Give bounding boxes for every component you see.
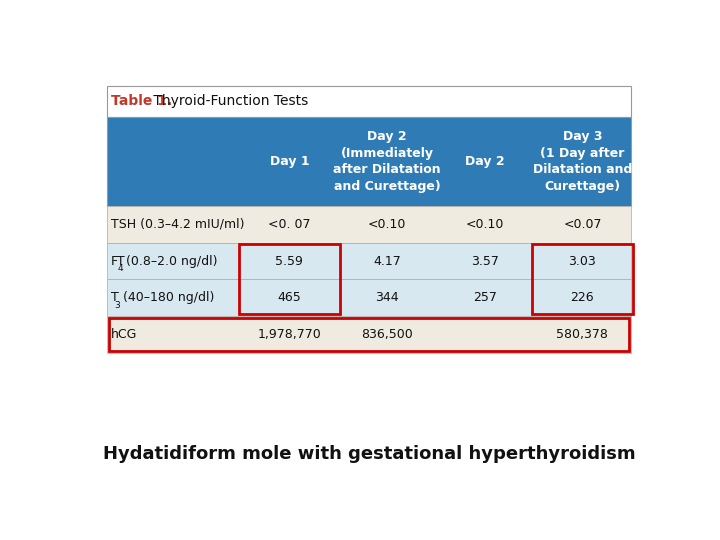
Text: 5.59: 5.59 — [276, 254, 303, 267]
Text: Day 1: Day 1 — [269, 155, 309, 168]
Text: Table 1.: Table 1. — [111, 94, 173, 108]
Bar — [107, 85, 631, 117]
Text: 4: 4 — [117, 264, 123, 273]
Text: 836,500: 836,500 — [361, 328, 413, 341]
Text: (40–180 ng/dl): (40–180 ng/dl) — [119, 291, 215, 304]
Text: 257: 257 — [473, 291, 497, 304]
Text: Day 3
(1 Day after
Dilatation and
Curettage): Day 3 (1 Day after Dilatation and Curett… — [533, 130, 632, 193]
Text: 3: 3 — [114, 301, 120, 309]
Text: 344: 344 — [375, 291, 399, 304]
Text: 4.17: 4.17 — [373, 254, 401, 267]
Bar — [239, 245, 340, 314]
Text: T: T — [111, 291, 119, 304]
Text: 1,978,770: 1,978,770 — [258, 328, 321, 341]
Text: 3.03: 3.03 — [569, 254, 596, 267]
Text: Thyroid-Function Tests: Thyroid-Function Tests — [149, 94, 308, 108]
Bar — [107, 117, 631, 206]
Text: FT: FT — [111, 254, 126, 267]
Text: 580,378: 580,378 — [557, 328, 608, 341]
Bar — [109, 318, 629, 351]
Text: 226: 226 — [571, 291, 594, 304]
Text: 465: 465 — [277, 291, 301, 304]
Text: 3.57: 3.57 — [471, 254, 499, 267]
Text: <0. 07: <0. 07 — [268, 218, 310, 231]
Text: Day 2: Day 2 — [465, 155, 505, 168]
Bar — [107, 316, 631, 353]
Text: <0.10: <0.10 — [466, 218, 504, 231]
Bar — [107, 279, 631, 316]
Bar — [532, 245, 633, 314]
Text: hCG: hCG — [111, 328, 138, 341]
Text: (0.8–2.0 ng/dl): (0.8–2.0 ng/dl) — [122, 254, 217, 267]
Text: Hydatidiform mole with gestational hyperthyroidism: Hydatidiform mole with gestational hyper… — [103, 444, 635, 463]
Text: TSH (0.3–4.2 mIU/ml): TSH (0.3–4.2 mIU/ml) — [111, 218, 245, 231]
Text: Day 2
(Immediately
after Dilatation
and Curettage): Day 2 (Immediately after Dilatation and … — [333, 130, 441, 193]
Bar — [107, 206, 631, 243]
Bar — [107, 243, 631, 279]
Text: <0.10: <0.10 — [368, 218, 406, 231]
Text: <0.07: <0.07 — [563, 218, 602, 231]
